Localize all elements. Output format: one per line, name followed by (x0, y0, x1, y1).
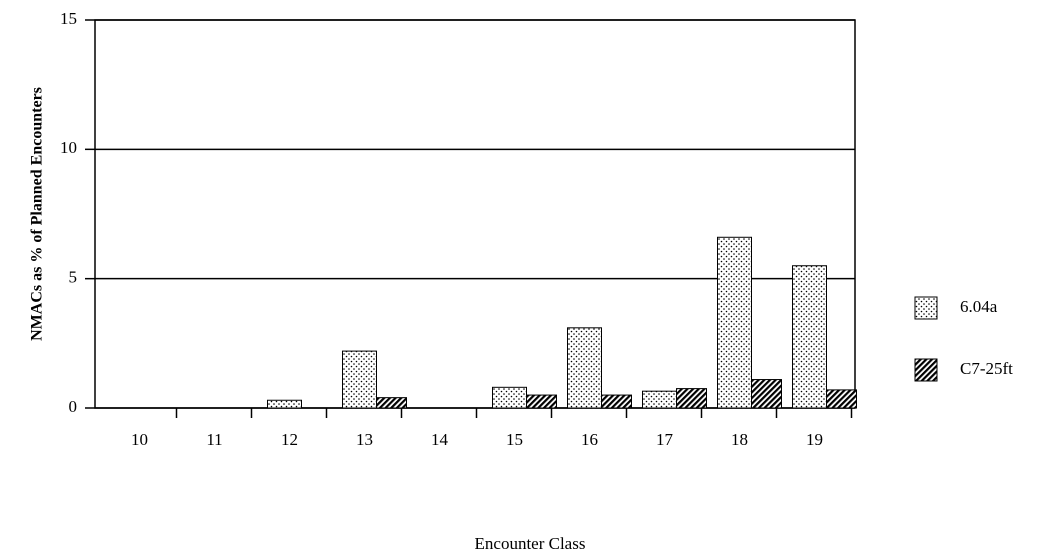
bar (792, 265, 827, 409)
x-tick-label: 13 (356, 430, 373, 449)
bar (342, 350, 377, 409)
x-tick-label: 16 (581, 430, 598, 449)
bar (717, 236, 752, 409)
y-tick-label: 10 (60, 138, 77, 157)
legend-swatch (914, 358, 938, 382)
bar (376, 397, 407, 409)
bar (601, 394, 632, 409)
x-tick-label: 12 (281, 430, 298, 449)
legend-swatch (914, 296, 938, 320)
legend-label: C7-25ft (960, 359, 1013, 378)
y-tick-label: 0 (69, 397, 78, 416)
bar (526, 394, 557, 409)
x-axis-label: Encounter Class (475, 534, 586, 553)
y-tick-label: 15 (60, 9, 77, 28)
x-tick-label: 18 (731, 430, 748, 449)
x-tick-label: 11 (206, 430, 222, 449)
x-tick-label: 15 (506, 430, 523, 449)
x-tick-label: 19 (806, 430, 823, 449)
x-tick-label: 10 (131, 430, 148, 449)
bar (751, 379, 782, 409)
bar (267, 399, 302, 409)
bar (642, 390, 677, 409)
bar (676, 388, 707, 409)
x-tick-label: 17 (656, 430, 674, 449)
bar (826, 389, 857, 409)
x-tick-label: 14 (431, 430, 449, 449)
bar (567, 327, 602, 409)
bar (492, 386, 527, 409)
y-tick-label: 5 (69, 268, 78, 287)
legend-label: 6.04a (960, 297, 998, 316)
y-axis-label: NMACs as % of Planned Encounters (29, 87, 46, 341)
